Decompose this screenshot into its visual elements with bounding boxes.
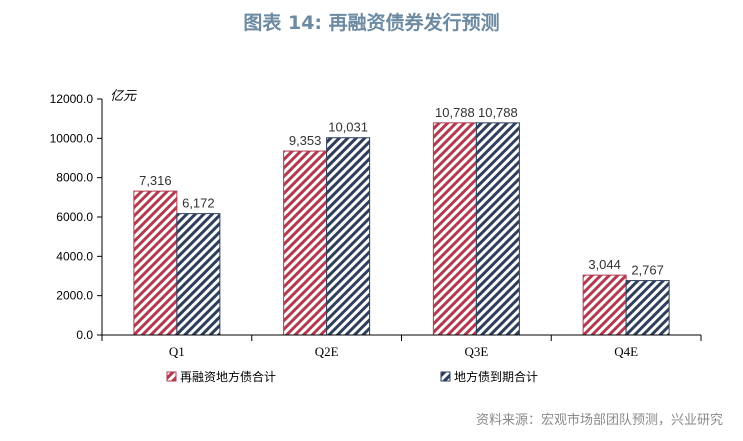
bar-refinancing-q3e <box>432 122 477 336</box>
legend-label-maturity: 地方债到期合计 <box>454 369 538 384</box>
x-tick-label: Q3E <box>464 344 488 359</box>
chart-title: 图表 14: 再融资债券发行预测 <box>243 12 500 34</box>
bar-refinancing-q1 <box>133 190 178 336</box>
source-note: 资料来源：宏观市场部团队预测，兴业研究 <box>475 413 723 428</box>
y-tick-label: 0.0 <box>76 328 93 342</box>
data-label-maturity-q4e: 2,767 <box>631 263 664 278</box>
bar-refinancing-q4e <box>582 274 627 336</box>
data-label-maturity-q2e: 10,031 <box>328 120 368 135</box>
legend-swatch-refinancing <box>166 371 177 382</box>
data-label-refinancing-q1: 7,316 <box>139 173 172 188</box>
y-tick-label: 2000.0 <box>56 289 93 303</box>
y-tick-label: 10000.0 <box>50 131 94 145</box>
bar-maturity-q1 <box>176 213 221 336</box>
data-label-refinancing-q4e: 3,044 <box>588 257 621 272</box>
legend-swatch-maturity <box>440 371 451 382</box>
bar-maturity-q4e <box>625 280 670 336</box>
bar-maturity-q3e <box>475 122 520 336</box>
data-label-refinancing-q3e: 10,788 <box>435 105 475 120</box>
x-tick-label: Q2E <box>315 344 339 359</box>
x-tick-label: Q1 <box>169 344 185 359</box>
y-tick-label: 12000.0 <box>50 92 94 106</box>
bar-refinancing-q2e <box>283 150 328 336</box>
y-tick-label: 6000.0 <box>56 210 93 224</box>
data-label-maturity-q1: 6,172 <box>182 196 215 211</box>
data-label-maturity-q3e: 10,788 <box>478 105 518 120</box>
x-tick-label: Q4E <box>614 344 638 359</box>
y-tick-label: 4000.0 <box>56 249 93 263</box>
data-label-refinancing-q2e: 9,353 <box>289 133 322 148</box>
legend-label-refinancing: 再融资地方债合计 <box>180 369 276 384</box>
y-unit-label: 亿元 <box>110 89 137 104</box>
y-tick-label: 8000.0 <box>56 171 93 185</box>
bar-maturity-q2e <box>326 137 371 336</box>
